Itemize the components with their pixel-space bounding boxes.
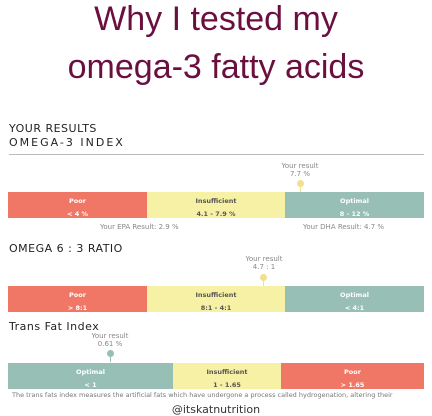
segment-text: 1 - 1.65 xyxy=(213,381,241,389)
segment-text: Insufficient xyxy=(206,368,248,376)
results-heading: YOUR RESULTS xyxy=(9,122,97,135)
footnote: The trans fats index measures the artifi… xyxy=(12,391,393,399)
marker-dot xyxy=(297,180,304,187)
segment-text: Poor xyxy=(344,368,361,376)
divider xyxy=(9,154,424,155)
marker-stem xyxy=(263,280,264,286)
note: Your EPA Result: 2.9 % xyxy=(100,223,179,231)
title-line: Why I tested my xyxy=(94,0,338,38)
marker-dot xyxy=(260,274,267,281)
segment-text: Insufficient xyxy=(195,291,237,299)
segment-text: Insufficient xyxy=(195,197,237,205)
segment-text: Optimal xyxy=(340,197,369,205)
segment-text: 4.1 - 7.9 % xyxy=(196,210,236,218)
segment-text: 8:1 - 4:1 xyxy=(200,304,232,312)
marker-stem xyxy=(300,186,301,192)
title-line: omega-3 fatty acids xyxy=(67,48,365,86)
segment: Insufficient 1 - 1.65 xyxy=(173,363,281,389)
segment-text: Optimal xyxy=(340,291,369,299)
segment: Optimal < 4:1 xyxy=(285,286,424,312)
note: Your DHA Result: 4.7 % xyxy=(303,223,385,231)
marker-label: Your result xyxy=(245,255,283,263)
section-title: OMEGA 6 : 3 RATIO xyxy=(9,242,123,255)
section-title: OMEGA-3 INDEX xyxy=(9,136,125,149)
segment-text: < 4:1 xyxy=(344,304,365,312)
segment: Optimal 8 - 12 % xyxy=(285,192,424,218)
marker-label: Your result xyxy=(281,162,319,170)
marker-dot xyxy=(107,350,114,357)
segment: Poor > 8:1 xyxy=(8,286,147,312)
segment-text: > 1.65 xyxy=(340,381,365,389)
marker-value: 4.7 : 1 xyxy=(252,263,276,271)
marker-value: 7.7 % xyxy=(289,170,310,178)
segment-text: < 4 % xyxy=(66,210,88,218)
segment-text: < 1 xyxy=(84,381,97,389)
segment-text: > 8:1 xyxy=(67,304,88,312)
segment: Optimal < 1 xyxy=(8,363,173,389)
segment-text: 8 - 12 % xyxy=(339,210,370,218)
marker-value: 0.61 % xyxy=(97,340,123,348)
segment-text: Poor xyxy=(69,197,86,205)
segment: Insufficient 4.1 - 7.9 % xyxy=(147,192,285,218)
segment-text: Optimal xyxy=(76,368,105,376)
segment: Insufficient 8:1 - 4:1 xyxy=(147,286,285,312)
segment: Poor > 1.65 xyxy=(281,363,424,389)
marker-label: Your result xyxy=(91,332,129,340)
segment: Poor < 4 % xyxy=(8,192,147,218)
handle: @itskatnutrition xyxy=(171,403,261,416)
section-title: Trans Fat Index xyxy=(9,320,100,333)
segment-text: Poor xyxy=(69,291,86,299)
marker-stem xyxy=(110,356,111,362)
